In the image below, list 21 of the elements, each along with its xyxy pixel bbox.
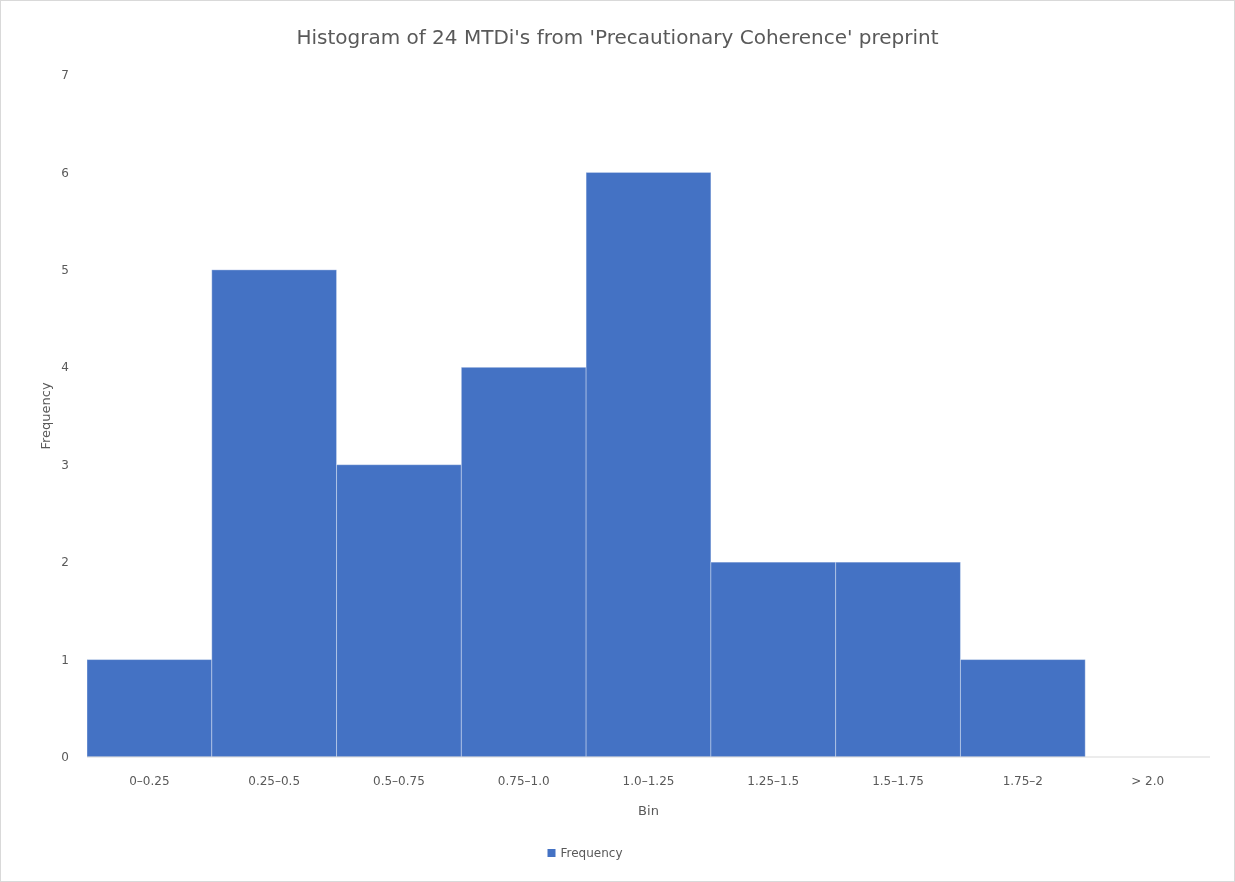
y-tick-label: 4 bbox=[61, 360, 69, 375]
y-axis-title: Frequency bbox=[38, 382, 53, 450]
x-tick-label: > 2.0 bbox=[1131, 774, 1165, 788]
y-tick-label: 7 bbox=[61, 68, 69, 83]
x-tick-label: 0.75–1.0 bbox=[497, 774, 550, 788]
y-tick-label: 0 bbox=[61, 750, 69, 765]
y-tick-label: 6 bbox=[61, 165, 69, 180]
y-tick-label: 1 bbox=[61, 652, 69, 667]
y-tick-label: 3 bbox=[61, 457, 69, 472]
x-tick-label: 0.5–0.75 bbox=[373, 774, 425, 788]
x-tick-label: 1.0–1.25 bbox=[622, 774, 675, 788]
x-tick-label: 1.25–1.5 bbox=[747, 774, 800, 788]
chart-title: Histogram of 24 MTDi's from 'Precautionary Coherence' preprint bbox=[296, 25, 939, 49]
x-tick-label: 0.25–0.5 bbox=[248, 774, 301, 788]
x-axis-title: Bin bbox=[638, 803, 659, 818]
legend-label: Frequency bbox=[560, 846, 623, 860]
y-tick-label: 5 bbox=[61, 263, 69, 278]
x-tick-label: 1.5–1.75 bbox=[872, 774, 924, 788]
x-tick-label: 0–0.25 bbox=[129, 774, 170, 788]
y-tick-label: 2 bbox=[61, 555, 69, 570]
x-tick-label: 1.75–2 bbox=[1002, 774, 1044, 788]
